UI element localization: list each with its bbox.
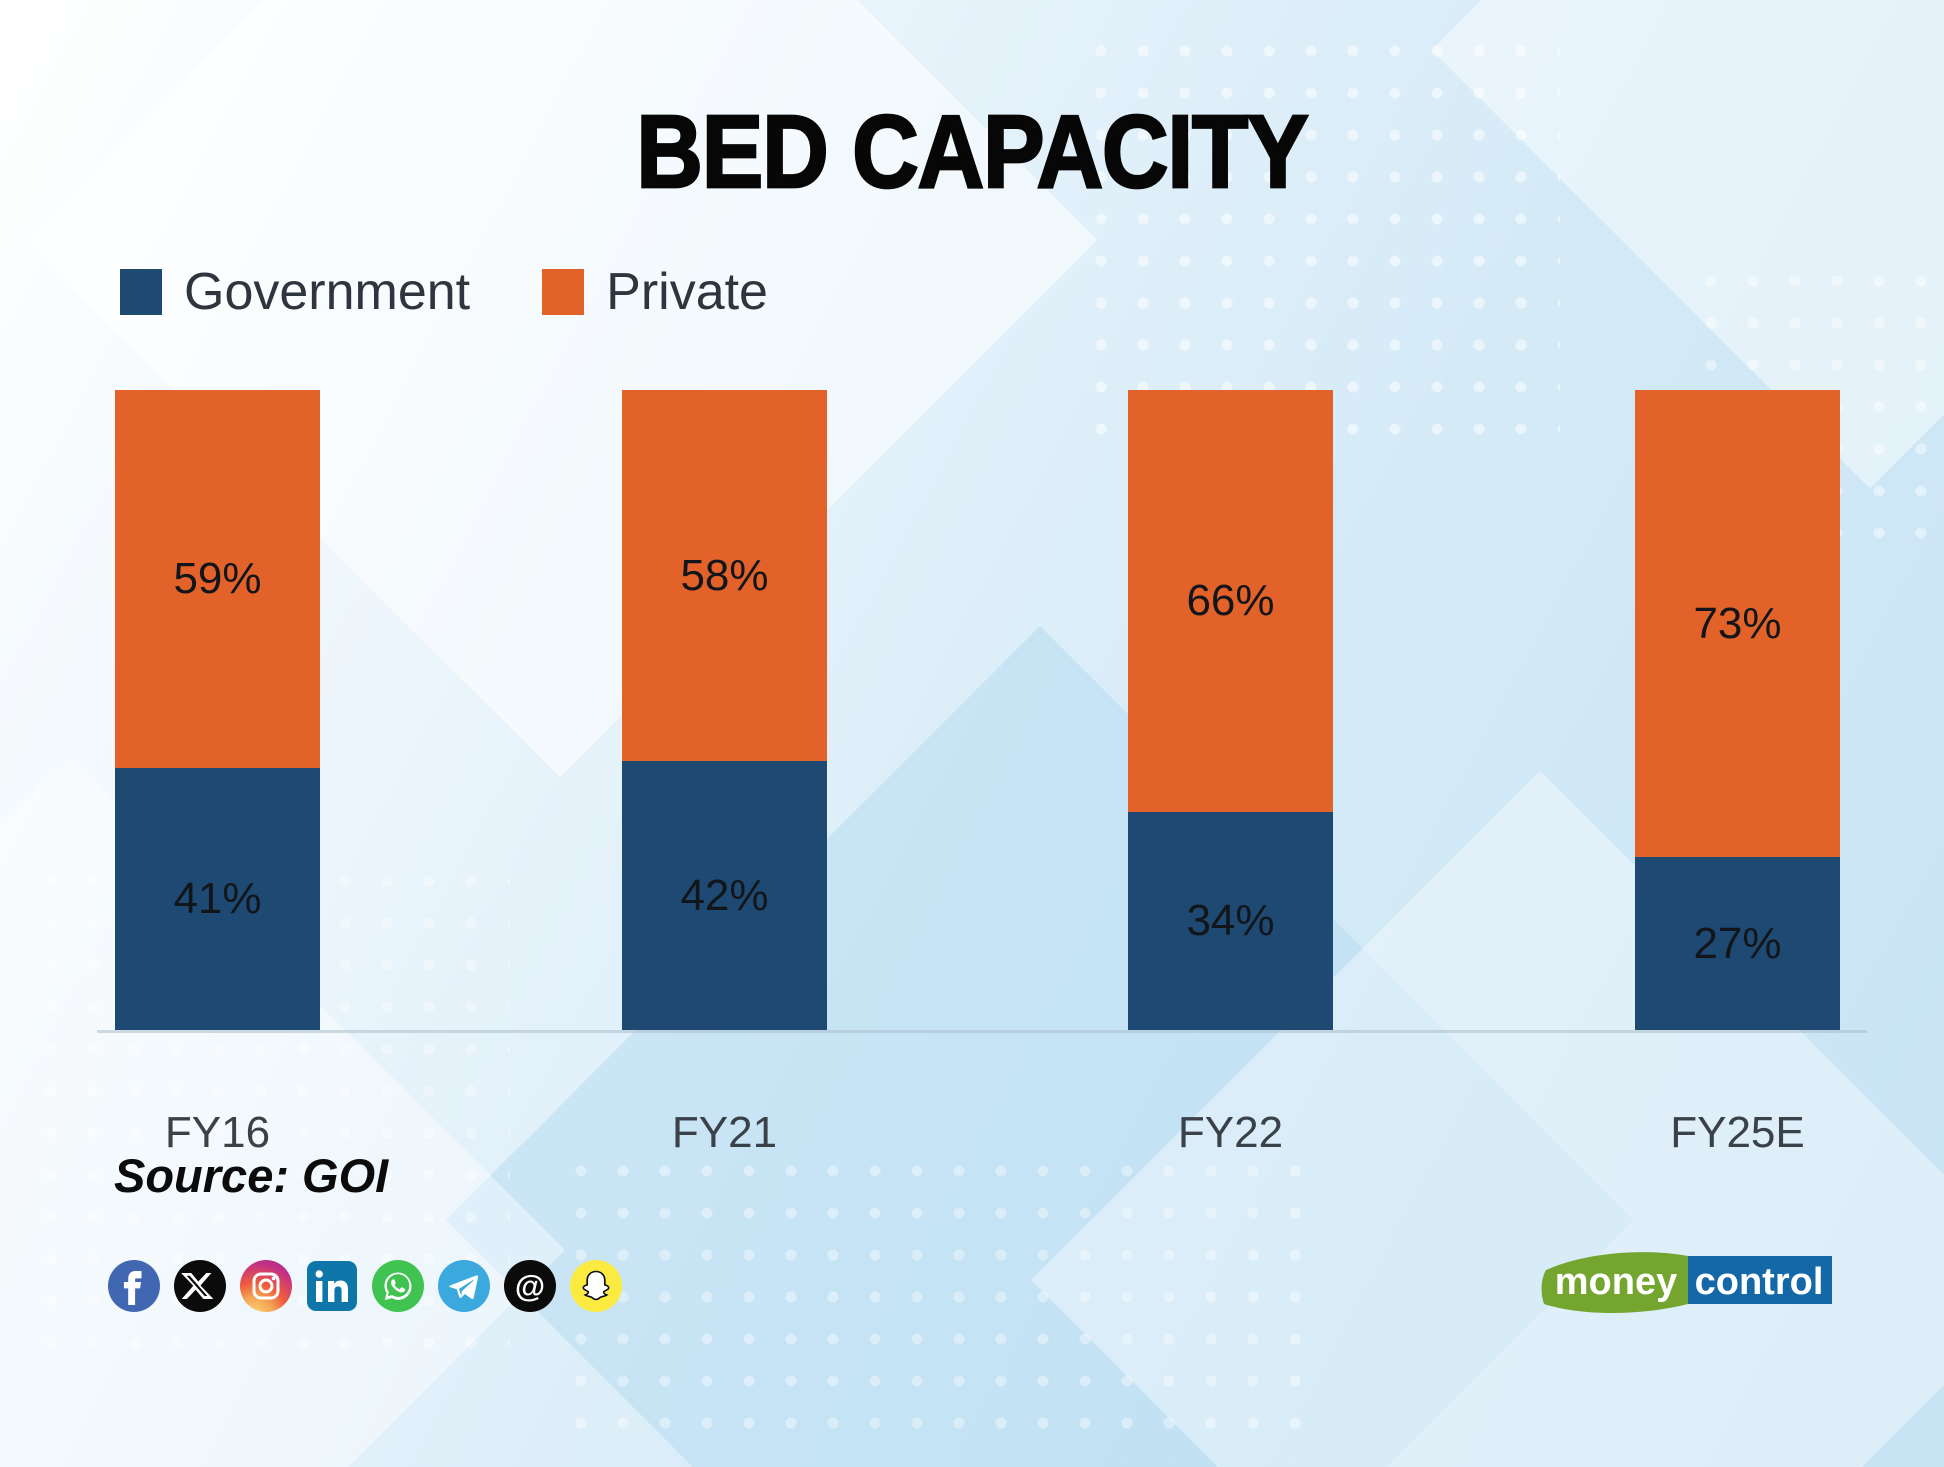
x-axis-label-fy25e: FY25E <box>1670 1108 1805 1157</box>
logo-text-control: control <box>1695 1261 1824 1303</box>
instagram-icon[interactable] <box>240 1260 292 1312</box>
threads-icon[interactable]: @ <box>504 1260 556 1312</box>
bar-fy25e: 73% 27% <box>1635 390 1840 1030</box>
bar-segment-private: 66% <box>1128 390 1333 813</box>
background-dot-pattern <box>1080 30 1560 460</box>
logo-green-banner <box>1541 1252 1688 1313</box>
legend-item-private: Private <box>542 266 768 318</box>
value-label: 42% <box>680 870 769 920</box>
facebook-icon[interactable] <box>108 1260 160 1312</box>
svg-text:@: @ <box>515 1269 545 1304</box>
value-label: 73% <box>1693 598 1782 648</box>
x-axis-label-fy22: FY22 <box>1177 1108 1284 1157</box>
bar-segment-private: 73% <box>1635 390 1840 858</box>
bar-segment-government: 41% <box>115 767 320 1030</box>
bar-fy21: 58% 42% <box>622 390 827 1030</box>
bar-segment-private: 59% <box>115 390 320 768</box>
value-label: 41% <box>173 873 262 923</box>
x-axis-label-fy16: FY16 <box>164 1108 271 1157</box>
value-label: 59% <box>173 553 262 603</box>
x-axis-line <box>97 1030 1867 1033</box>
chart-legend: Government Private <box>120 266 768 318</box>
value-label: 34% <box>1186 896 1275 946</box>
moneycontrol-logo[interactable]: money control <box>1536 1246 1836 1316</box>
linkedin-icon[interactable] <box>306 1260 358 1312</box>
bar-segment-government: 42% <box>622 761 827 1030</box>
telegram-icon[interactable] <box>438 1260 490 1312</box>
value-label: 66% <box>1186 576 1275 626</box>
whatsapp-icon[interactable] <box>372 1260 424 1312</box>
chart-plot: 59% 41% FY16 58% 42% FY21 66% 34% FY22 73% 27% FY25… <box>97 390 1867 1157</box>
legend-swatch-government <box>120 269 162 315</box>
value-label: 58% <box>680 550 769 600</box>
x-axis-label-fy21: FY21 <box>671 1108 778 1157</box>
legend-label-government: Government <box>184 263 471 321</box>
page-title: BED CAPACITY <box>635 94 1310 211</box>
bar-segment-government: 34% <box>1128 812 1333 1030</box>
bar-fy22: 66% 34% <box>1128 390 1333 1030</box>
social-icons-row: @ <box>108 1260 622 1312</box>
value-label: 27% <box>1693 918 1782 968</box>
source-note: Source: GOI <box>114 1149 389 1202</box>
legend-label-private: Private <box>606 263 768 321</box>
snapchat-icon[interactable] <box>570 1260 622 1312</box>
logo-text-money: money <box>1555 1261 1677 1303</box>
legend-item-government: Government <box>120 266 470 318</box>
background-dot-pattern <box>560 1150 1320 1460</box>
logo-blue-panel <box>1686 1256 1832 1304</box>
bar-fy16: 59% 41% <box>115 390 320 1030</box>
bar-segment-private: 58% <box>622 390 827 762</box>
x-twitter-icon[interactable] <box>174 1260 226 1312</box>
bar-segment-government: 27% <box>1635 857 1840 1030</box>
legend-swatch-private <box>542 269 585 315</box>
